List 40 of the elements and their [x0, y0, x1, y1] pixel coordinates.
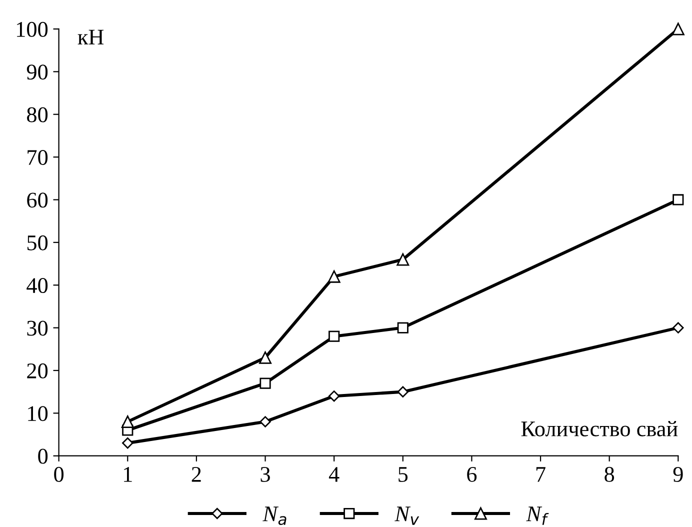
y-tick-label: 70 — [28, 150, 48, 165]
x-tick-label: 3 — [260, 466, 270, 482]
point — [672, 194, 684, 206]
point — [328, 330, 340, 342]
y-tick-label: 40 — [26, 278, 48, 294]
legend-label: N$_{v}$ — [394, 506, 420, 525]
legend-label: N$_{f}$ — [526, 506, 549, 525]
point — [396, 253, 410, 266]
x-tick-label: 8 — [604, 466, 614, 482]
point — [260, 378, 271, 389]
y-tick-label: 90 — [26, 64, 48, 80]
x-tick-label: 6 — [467, 466, 477, 482]
point — [121, 415, 134, 428]
x-tick-label: 7 — [536, 467, 546, 482]
point — [672, 22, 684, 36]
point — [328, 270, 340, 283]
y-tick-label: 30 — [27, 320, 48, 336]
y-tick-label: 50 — [27, 235, 48, 250]
y-tick-label: 20 — [27, 363, 48, 378]
y-tick-label: 100 — [17, 22, 48, 37]
y-axis-title: кН — [78, 30, 104, 44]
point — [672, 322, 684, 334]
x-tick-label: 9 — [673, 466, 683, 482]
point — [122, 437, 134, 449]
point — [397, 386, 409, 398]
point — [397, 322, 408, 334]
y-tick-label: 80 — [27, 107, 48, 122]
x-axis-title: Количество свай — [521, 420, 678, 436]
legend-label: N$_{a}$ — [262, 506, 286, 526]
point — [260, 416, 271, 428]
x-tick-label: 0 — [54, 466, 64, 482]
point — [328, 390, 340, 402]
x-tick-label: 5 — [398, 467, 408, 482]
x-tick-label: 2 — [192, 466, 201, 482]
y-tick-label: 0 — [38, 448, 48, 464]
x-tick-label: 1 — [124, 467, 132, 482]
y-tick-label: 10 — [28, 406, 48, 422]
x-tick-label: 4 — [328, 467, 340, 482]
y-tick-label: 60 — [27, 192, 48, 208]
point — [259, 351, 272, 364]
